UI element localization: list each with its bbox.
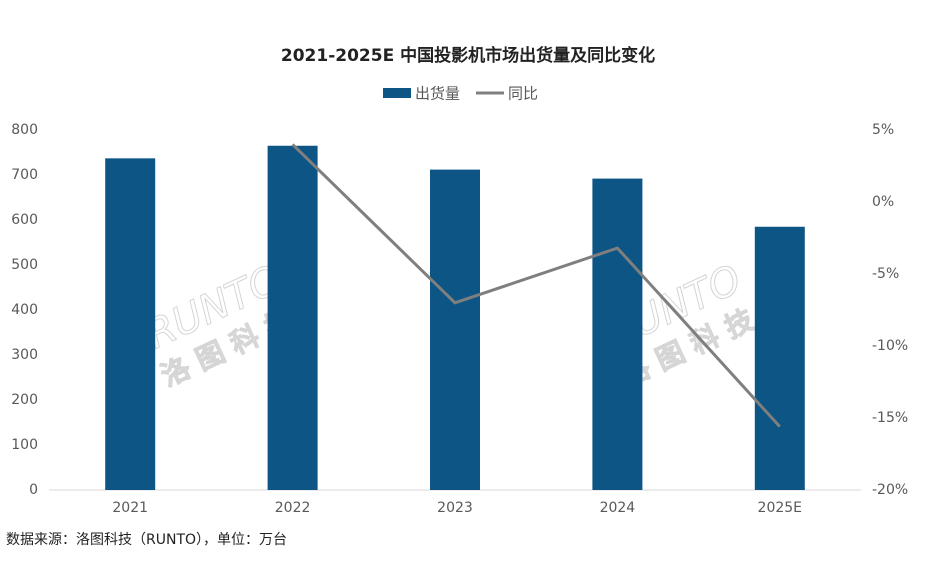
source-note: 数据来源：洛图科技（RUNTO），单位：万台 xyxy=(6,532,287,548)
y-tick-label: 300 xyxy=(11,347,38,363)
bar xyxy=(267,145,318,490)
x-tick-label: 2024 xyxy=(600,500,636,516)
legend-swatch xyxy=(383,88,411,98)
chart-title: 2021-2025E 中国投影机市场出货量及同比变化 xyxy=(281,45,655,66)
bar xyxy=(754,226,805,490)
legend-label: 同比 xyxy=(508,85,538,103)
y2-tick-label: 5% xyxy=(872,122,894,138)
y2-tick-label: 0% xyxy=(872,194,894,210)
y2-tick-label: -20% xyxy=(872,482,908,498)
y-tick-label: 700 xyxy=(11,167,38,183)
x-tick-label: 2023 xyxy=(437,500,473,516)
line xyxy=(291,143,781,428)
y-tick-label: 100 xyxy=(11,437,38,453)
legend-label: 出货量 xyxy=(415,85,460,103)
y-tick-label: 200 xyxy=(11,392,38,408)
y2-tick-label: -5% xyxy=(872,266,899,282)
bar xyxy=(105,158,156,490)
y-tick-label: 800 xyxy=(11,122,38,138)
x-tick-label: 2022 xyxy=(275,500,311,516)
y-tick-label: 500 xyxy=(11,257,38,273)
y2-tick-label: -15% xyxy=(872,410,908,426)
y-tick-label: 600 xyxy=(11,212,38,228)
x-tick-label: 2021 xyxy=(112,500,148,516)
y-tick-label: 0 xyxy=(29,482,38,498)
bar xyxy=(592,178,643,490)
y-tick-label: 400 xyxy=(11,302,38,318)
y2-tick-label: -10% xyxy=(872,338,908,354)
x-tick-label: 2025E xyxy=(758,500,802,516)
bar xyxy=(430,169,480,490)
